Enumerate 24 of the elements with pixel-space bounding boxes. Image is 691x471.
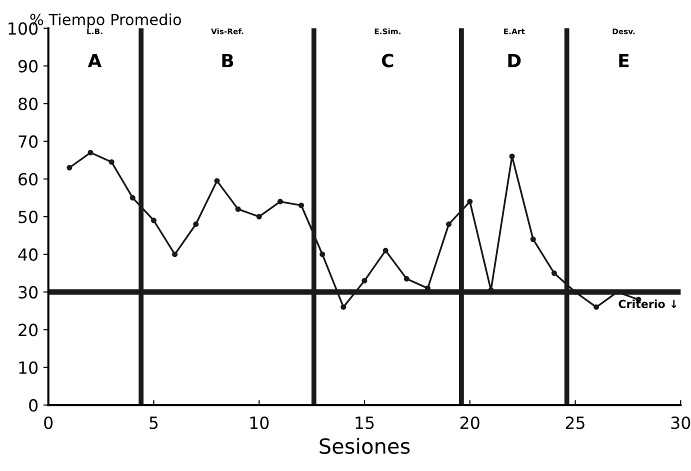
x-tick-label: 5 <box>150 416 158 430</box>
y-tick-label: 90 <box>18 60 38 73</box>
annotation: B <box>222 54 234 68</box>
x-tick-label: 15 <box>356 416 374 430</box>
x-tick-label: 20 <box>460 416 480 430</box>
y-tick-label: 30 <box>18 286 38 299</box>
y-tick-label: 60 <box>18 172 38 186</box>
x-tick-label: 10 <box>250 416 269 430</box>
y-tick-label: 50 <box>18 210 38 224</box>
x-tick-label: 0 <box>44 416 53 430</box>
ref-line-label: Criterio ↓ <box>618 300 676 308</box>
annotation: D <box>508 54 521 68</box>
x-tick-label: 25 <box>566 416 584 430</box>
annotation: C <box>382 54 394 68</box>
y-tick-label: 20 <box>18 324 38 336</box>
y-tick-label: 70 <box>18 135 38 148</box>
annotation: A <box>88 54 102 68</box>
y-tick-label: 10 <box>19 361 38 374</box>
y-tick-label: 40 <box>18 248 38 261</box>
y-tick-label: 0 <box>29 399 38 412</box>
annotation: E <box>619 54 629 68</box>
x-axis-title: Sesiones <box>320 438 410 454</box>
y-tick-label: 80 <box>18 98 38 110</box>
x-tick-label: 30 <box>671 416 690 430</box>
